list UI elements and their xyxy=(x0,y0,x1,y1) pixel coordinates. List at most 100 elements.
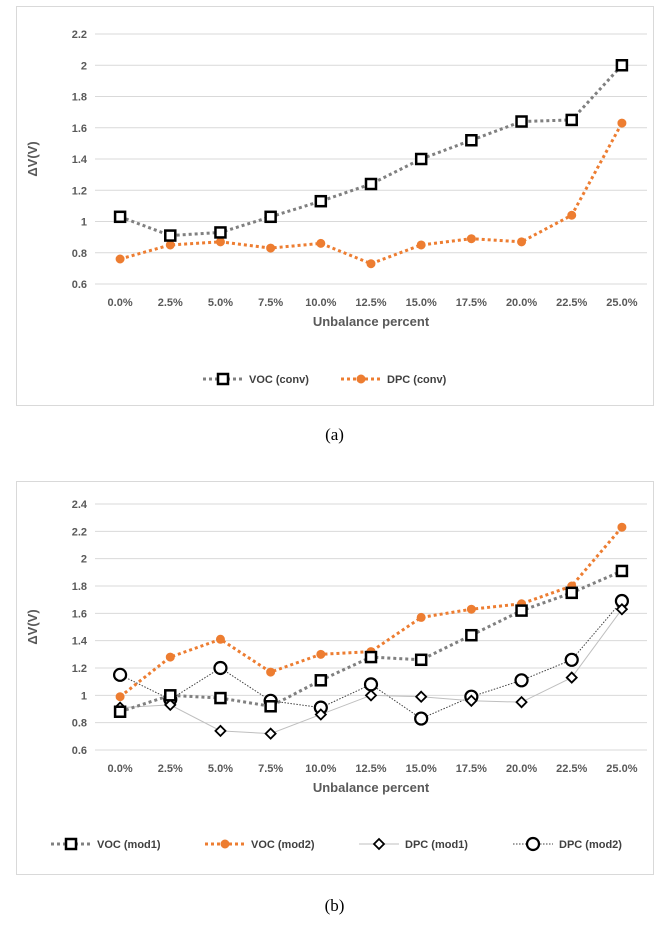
x-tick-label: 12.5% xyxy=(355,297,386,309)
data-point-voc-mod2 xyxy=(316,649,326,659)
data-point-voc-conv xyxy=(565,113,578,127)
data-point-voc-mod1 xyxy=(314,674,328,687)
legend-label-dpc-mod1: DPC (mod1) xyxy=(405,839,468,851)
legend-label-voc-conv: VOC (conv) xyxy=(249,374,309,386)
y-axis-title: ΔV(V) xyxy=(25,141,40,176)
data-point-dpc-mod2 xyxy=(363,677,379,692)
data-point-dpc-conv xyxy=(215,237,225,247)
data-point-voc-mod2 xyxy=(165,652,175,662)
x-tick-label: 5.0% xyxy=(208,763,233,775)
data-point-voc-mod1 xyxy=(515,604,528,617)
data-point-voc-mod1 xyxy=(414,653,428,667)
y-tick-label: 2.4 xyxy=(72,499,88,511)
y-tick-label: 2 xyxy=(81,554,87,566)
data-point-voc-conv xyxy=(164,229,177,242)
data-point-voc-mod2 xyxy=(416,612,426,622)
data-point-voc-mod2 xyxy=(266,667,276,677)
x-tick-label: 22.5% xyxy=(556,763,587,775)
x-tick-label: 7.5% xyxy=(258,763,283,775)
x-tick-label: 20.0% xyxy=(506,297,537,309)
data-point-dpc-conv xyxy=(266,243,276,253)
y-tick-label: 1.4 xyxy=(72,636,88,648)
x-tick-label: 22.5% xyxy=(556,297,587,309)
x-tick-label: 2.5% xyxy=(158,297,183,309)
x-tick-label: 0.0% xyxy=(108,297,133,309)
x-tick-label: 5.0% xyxy=(208,297,233,309)
series-line-voc-conv xyxy=(119,64,624,238)
chart-panel-b: 0.6 0.8 1 1.2 1.4 1.6 1.8 2 2.2 2.4 0.0% 2.5% 5.0% 7.… xyxy=(16,481,654,875)
data-point-voc-mod2 xyxy=(215,634,225,644)
data-point-dpc-conv xyxy=(466,234,476,244)
legend-label-dpc-mod2: DPC (mod2) xyxy=(559,839,622,851)
y-tick-label: 2.2 xyxy=(72,526,87,538)
data-point-dpc-mod1 xyxy=(364,689,378,702)
y-tick-label: 1.8 xyxy=(72,92,87,104)
legend-marker-voc-conv xyxy=(216,372,230,386)
y-tick-label: 1.6 xyxy=(72,608,87,620)
y-tick-label: 0.6 xyxy=(72,279,87,291)
data-point-dpc-mod1 xyxy=(615,602,629,616)
legend-marker-voc-mod2 xyxy=(220,839,230,849)
y-tick-label: 0.6 xyxy=(72,745,87,757)
x-tick-label: 15.0% xyxy=(406,763,437,775)
series-line-dpc-conv xyxy=(119,122,624,266)
data-point-voc-mod1 xyxy=(364,650,378,664)
y-axis-title: ΔV(V) xyxy=(25,609,40,644)
y-tick-label: 0.8 xyxy=(72,718,87,730)
data-point-voc-mod1 xyxy=(615,564,629,578)
series-line-dpc-mod1 xyxy=(120,608,623,735)
data-point-voc-mod1 xyxy=(264,700,277,713)
data-point-dpc-conv xyxy=(567,210,577,220)
x-tick-label: 0.0% xyxy=(108,763,133,775)
data-point-voc-conv xyxy=(214,226,227,239)
x-axis-title: Unbalance percent xyxy=(313,780,430,795)
data-point-dpc-mod1 xyxy=(465,694,478,708)
y-tick-label: 1.2 xyxy=(72,185,87,197)
legend-label-dpc-conv: DPC (conv) xyxy=(387,374,447,386)
x-tick-label: 10.0% xyxy=(305,763,336,775)
x-tick-label: 25.0% xyxy=(606,763,637,775)
data-point-dpc-conv xyxy=(617,118,627,128)
data-point-dpc-mod2 xyxy=(213,660,228,676)
data-point-dpc-conv xyxy=(416,240,426,250)
data-point-dpc-mod1 xyxy=(414,690,428,703)
data-point-dpc-conv xyxy=(366,259,376,269)
data-point-voc-conv xyxy=(264,210,277,224)
chart-panel-a: 0.6 0.8 1 1.2 1.4 1.6 1.8 2 2.2 0.0% 2.5% 5.0% 7.5% 1… xyxy=(16,6,654,406)
x-tick-label: 10.0% xyxy=(305,297,336,309)
data-point-dpc-conv xyxy=(165,240,175,250)
legend-marker-voc-mod1 xyxy=(64,837,78,851)
data-point-voc-conv xyxy=(364,177,378,191)
caption-a: (a) xyxy=(325,425,344,444)
caption-b: (b) xyxy=(324,896,345,915)
y-tick-label: 1.4 xyxy=(72,154,88,166)
data-point-voc-conv xyxy=(314,194,328,208)
data-point-voc-mod1 xyxy=(164,689,177,702)
data-point-dpc-mod1 xyxy=(214,724,227,738)
series-line-voc-mod2 xyxy=(119,526,624,698)
x-tick-label: 12.5% xyxy=(355,763,386,775)
y-tick-label: 1 xyxy=(81,690,87,702)
legend-marker-dpc-mod2 xyxy=(525,836,541,852)
data-point-voc-conv xyxy=(515,115,528,128)
data-point-dpc-mod2 xyxy=(514,673,529,688)
legend-marker-dpc-mod1 xyxy=(372,837,386,851)
data-point-dpc-conv xyxy=(115,254,125,264)
y-tick-label: 1 xyxy=(81,217,87,229)
data-point-dpc-mod2 xyxy=(112,667,128,682)
x-tick-label: 15.0% xyxy=(406,297,437,309)
x-axis-title: Unbalance percent xyxy=(313,314,430,329)
data-point-voc-conv xyxy=(615,59,629,72)
x-tick-label: 7.5% xyxy=(258,297,283,309)
data-point-voc-conv xyxy=(113,210,127,224)
x-tick-label: 2.5% xyxy=(158,763,183,775)
data-point-dpc-mod1 xyxy=(314,708,328,721)
x-tick-label: 25.0% xyxy=(606,297,637,309)
y-tick-label: 1.8 xyxy=(72,581,87,593)
data-point-voc-mod1 xyxy=(214,691,227,705)
x-tick-label: 20.0% xyxy=(506,763,537,775)
y-tick-label: 1.2 xyxy=(72,663,87,675)
data-point-voc-mod1 xyxy=(465,628,478,642)
legend-label-voc-mod2: VOC (mod2) xyxy=(251,839,315,851)
data-point-voc-conv xyxy=(465,134,478,147)
